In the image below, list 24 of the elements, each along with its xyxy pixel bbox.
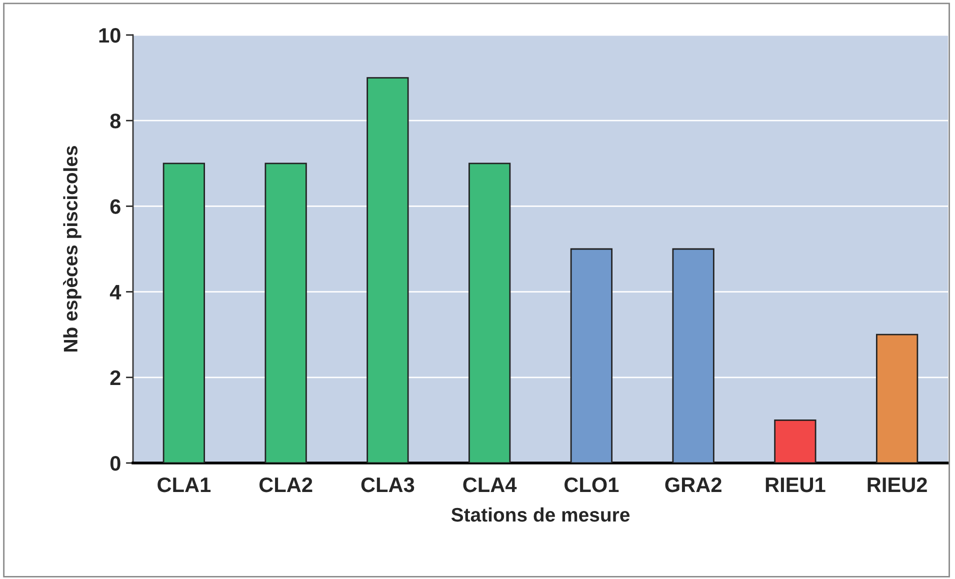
bar — [774, 420, 816, 463]
x-tick-label: CLA1 — [158, 477, 211, 492]
bar — [264, 162, 307, 463]
y-tick-label: 0 — [110, 456, 120, 471]
y-tick-label: 2 — [110, 370, 120, 385]
bar — [468, 162, 511, 463]
x-tick-label: GRA2 — [665, 477, 722, 492]
x-tick-label: CLO1 — [564, 477, 619, 492]
x-tick-label: CLA3 — [361, 477, 414, 492]
y-tick-label: 10 — [99, 28, 120, 43]
y-tick-label: 4 — [110, 285, 122, 300]
bar — [672, 248, 714, 463]
x-tick-label: RIEU2 — [868, 477, 927, 492]
bar — [570, 248, 613, 463]
x-tick-label: CLA2 — [259, 477, 312, 492]
y-axis-title: Nb espèces piscicoles — [63, 146, 82, 352]
bar — [366, 77, 409, 463]
x-tick-label: CLA4 — [463, 477, 517, 492]
y-tick-label: 8 — [110, 114, 121, 128]
bar — [876, 334, 918, 463]
y-tick-label: 6 — [110, 199, 120, 214]
x-tick-label: RIEU1 — [766, 478, 826, 492]
bar — [162, 162, 206, 463]
x-axis-title: Stations de mesure — [451, 507, 630, 522]
